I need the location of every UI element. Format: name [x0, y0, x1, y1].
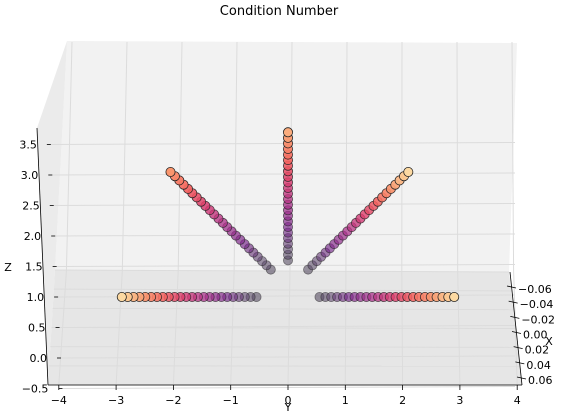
chart-title: Condition Number: [220, 4, 339, 19]
axis-lines: [36, 127, 523, 386]
x-tick-label: 0.06: [528, 374, 553, 387]
x-tick-label: −0.06: [518, 283, 552, 296]
y-tick-label: −3: [108, 394, 124, 407]
grid-line: [53, 288, 512, 292]
z-axis-label: Z: [4, 261, 12, 274]
x-axis-ticks: −0.06 −0.04 −0.02 0.00 0.02 0.04 0.06: [506, 283, 555, 387]
y-tick-label: 2: [399, 394, 406, 407]
z-tick-label: 0.0: [30, 352, 48, 365]
grid-line: [121, 41, 128, 272]
z-axis-ticks: −0.5 0.0 0.5 1.0 1.5 2.0 2.5 3.0 3.5: [19, 139, 63, 396]
y-tick-label: −4: [51, 394, 67, 407]
x-tick-label: 0.02: [525, 344, 550, 357]
grid-line: [50, 346, 518, 348]
data-point: [116, 291, 127, 302]
grid-line: [60, 355, 516, 359]
grid-line: [62, 386, 516, 389]
z-tick-label: 3.5: [19, 139, 37, 152]
z-tick-label: −0.5: [22, 383, 49, 396]
grid-line: [177, 41, 183, 272]
grid-line: [59, 325, 516, 328]
y-tick-label: −2: [165, 394, 181, 407]
x-tick-label: −0.02: [521, 313, 555, 326]
x-tick-mark: [511, 331, 522, 334]
y-tick-label: 4: [514, 394, 521, 407]
z-tick-label: 2.0: [24, 230, 42, 243]
x-axis-line: [509, 271, 523, 386]
x-tick-mark: [513, 346, 523, 350]
z-axis-line: [36, 127, 49, 386]
y-tick-label: −1: [223, 394, 239, 407]
axes-panes: [37, 41, 522, 385]
y-axis-ticks: −4 −3 −2 −1 0 1 2 3 4: [51, 385, 521, 407]
x-tick-label: 0.00: [523, 329, 548, 342]
x-tick-mark: [508, 300, 518, 304]
data-point: [449, 291, 460, 302]
y-tick-label: 0: [285, 394, 292, 407]
x-tick-mark: [515, 361, 525, 365]
y-tick-label: 3: [456, 394, 463, 407]
z-tick-label: 3.0: [21, 169, 39, 182]
x-tick-mark: [510, 315, 520, 319]
grid-line: [52, 172, 516, 176]
grid-line: [50, 142, 516, 145]
data-point: [403, 166, 414, 177]
y-axis-label: Y: [284, 401, 292, 414]
z-tick-label: 1.0: [27, 291, 45, 304]
x-tick-label: −0.04: [520, 298, 554, 311]
z-tick-label: 1.5: [25, 261, 43, 274]
grid-line: [65, 41, 73, 272]
x-tick-mark: [516, 376, 527, 380]
grid-line: [54, 269, 510, 273]
grid-line: [52, 307, 514, 311]
data-points: [116, 127, 460, 302]
grid-line: [511, 41, 515, 272]
data-point: [165, 166, 176, 177]
x-tick-mark: [506, 285, 517, 289]
z-tick-label: 0.5: [28, 322, 46, 335]
x-axis-label: X: [545, 335, 553, 348]
grid-line: [51, 327, 516, 329]
grid-line: [56, 264, 516, 267]
data-point: [282, 127, 293, 138]
y-tick-label: 1: [342, 394, 349, 407]
grid-line: [456, 41, 459, 272]
x-tick-label: 0.04: [526, 359, 551, 372]
z-tick-label: 2.5: [22, 200, 40, 213]
